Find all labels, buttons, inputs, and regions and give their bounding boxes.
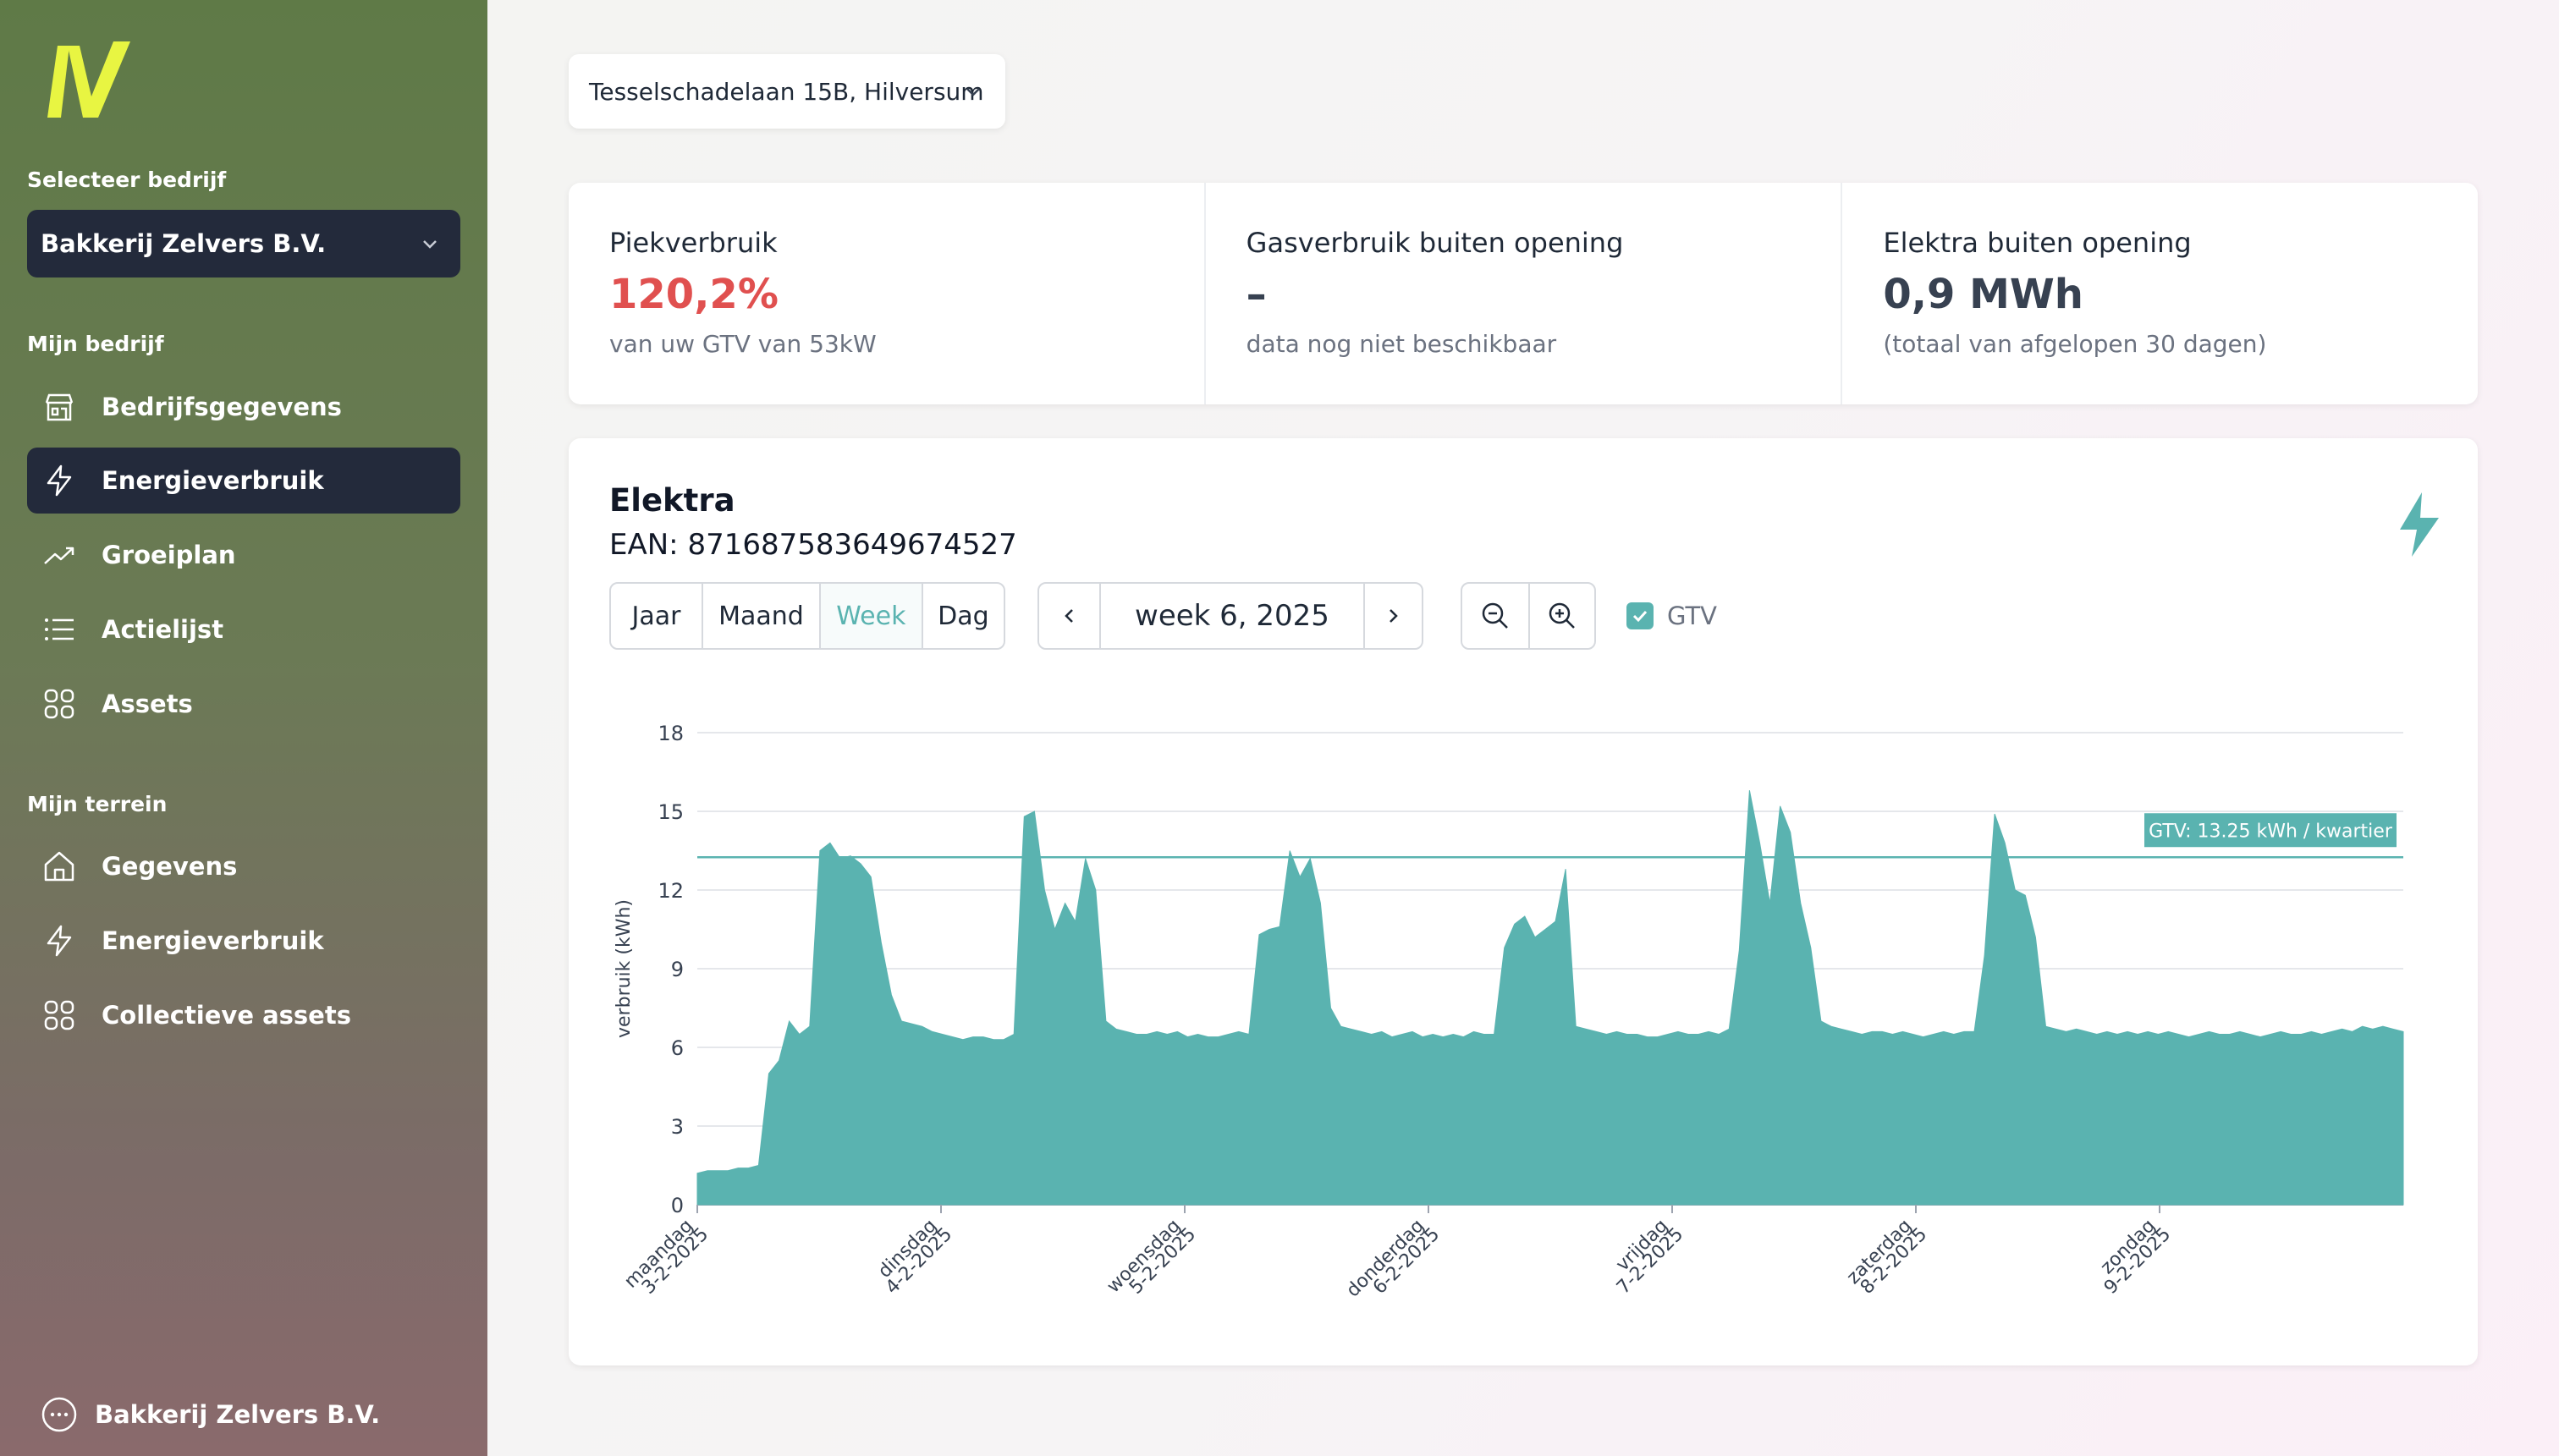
- stat-value: 0,9 MWh: [1883, 271, 2083, 318]
- company-select-value: Bakkerij Zelvers B.V.: [41, 229, 327, 258]
- y-tick-label: 18: [658, 722, 684, 745]
- period-navigator: week 6, 2025: [1037, 582, 1423, 650]
- y-tick-label: 9: [671, 958, 684, 981]
- current-period: week 6, 2025: [1099, 584, 1362, 648]
- check-icon: [1632, 610, 1648, 623]
- sidebar-item-bedrijfsgegevens[interactable]: Bedrijfsgegevens: [27, 374, 460, 440]
- sidebar: Selecteer bedrijf Bakkerij Zelvers B.V. …: [0, 0, 487, 1456]
- sidebar-item-groeiplan[interactable]: Groeiplan: [27, 522, 460, 588]
- gtv-label: GTV: 13.25 kWh / kwartier: [2149, 821, 2393, 842]
- sidebar-item-terrein-energieverbruik[interactable]: Energieverbruik: [27, 908, 460, 974]
- y-tick-label: 3: [671, 1115, 684, 1139]
- building-icon: [45, 393, 74, 421]
- sidebar-item-collectieve-assets[interactable]: Collectieve assets: [27, 982, 460, 1048]
- gtv-checkbox-label: GTV: [1667, 602, 1717, 630]
- zoom-out-button[interactable]: [1462, 584, 1528, 648]
- more-icon: [41, 1397, 77, 1432]
- stat-subtitle: data nog niet beschikbaar: [1246, 330, 1557, 358]
- address-select[interactable]: Tesselschadelaan 15B, Hilversum: [569, 54, 1005, 129]
- chevron-right-icon: [1390, 609, 1399, 623]
- stat-subtitle: van uw GTV van 53kW: [609, 330, 877, 358]
- sidebar-item-label: Bedrijfsgegevens: [102, 393, 342, 421]
- bolt-icon: [2400, 492, 2439, 557]
- sidebar-item-label: Groeiplan: [102, 541, 236, 569]
- stat-title: Gasverbruik buiten opening: [1246, 227, 1624, 259]
- consumption-chart: 0 3 6 9 12 15 18 verbruik (kWh) GTV: 13.25 kWh /…: [614, 722, 2404, 1301]
- gtv-toggle[interactable]: GTV: [1626, 599, 1717, 633]
- next-period-button[interactable]: [1362, 584, 1422, 648]
- y-tick-label: 6: [671, 1036, 684, 1060]
- stat-subtitle: (totaal van afgelopen 30 dagen): [1883, 330, 2267, 358]
- consumption-area: [696, 790, 2404, 1206]
- period-tabs: Jaar Maand Week Dag: [609, 582, 1005, 650]
- zoom-in-icon: [1549, 602, 1575, 629]
- zoom-in-button[interactable]: [1528, 584, 1594, 648]
- brand-logo[interactable]: [39, 37, 132, 122]
- y-tick-label: 12: [658, 879, 684, 903]
- sidebar-item-energieverbruik[interactable]: Energieverbruik: [27, 448, 460, 514]
- account-menu[interactable]: Bakkerij Zelvers B.V.: [41, 1396, 380, 1433]
- stat-title: Elektra buiten opening: [1883, 227, 2192, 259]
- chevron-down-icon: [966, 88, 980, 96]
- sidebar-item-gegevens[interactable]: Gegevens: [27, 833, 460, 899]
- gtv-checkbox[interactable]: [1626, 602, 1654, 629]
- sidebar-item-assets[interactable]: Assets: [27, 671, 460, 737]
- address-select-value: Tesselschadelaan 15B, Hilversum: [589, 77, 984, 106]
- sidebar-item-label: Actielijst: [102, 615, 224, 644]
- company-select[interactable]: Bakkerij Zelvers B.V.: [27, 210, 460, 277]
- select-company-label: Selecteer bedrijf: [27, 168, 227, 192]
- grid-icon: [44, 689, 74, 719]
- zoom-controls: [1461, 582, 1596, 650]
- sidebar-item-label: Collectieve assets: [102, 1001, 351, 1030]
- stat-peak: Piekverbruik 120,2% van uw GTV van 53kW: [569, 183, 1204, 404]
- tab-dag[interactable]: Dag: [921, 584, 1004, 648]
- stat-title: Piekverbruik: [609, 227, 778, 259]
- chevron-down-icon: [423, 240, 437, 249]
- sidebar-item-actielijst[interactable]: Actielijst: [27, 596, 460, 662]
- y-tick-label: 15: [658, 800, 684, 824]
- grid-icon: [44, 1000, 74, 1030]
- trend-up-icon: [44, 547, 74, 564]
- ean-number: EAN: 871687583649674527: [609, 528, 1017, 562]
- y-axis-label: verbruik (kWh): [614, 899, 635, 1038]
- y-tick-label: 0: [671, 1194, 684, 1217]
- zoom-out-icon: [1482, 602, 1508, 629]
- bolt-icon: [47, 464, 72, 497]
- sidebar-item-label: Assets: [102, 690, 193, 718]
- panel-title: Elektra: [609, 482, 735, 519]
- sidebar-item-label: Energieverbruik: [102, 466, 324, 495]
- tab-maand[interactable]: Maand: [702, 584, 819, 648]
- stats-card: Piekverbruik 120,2% van uw GTV van 53kW …: [569, 183, 2478, 404]
- gtv-label-box: [2144, 813, 2397, 848]
- previous-period-button[interactable]: [1039, 584, 1099, 648]
- stat-value: 120,2%: [609, 271, 779, 318]
- sidebar-item-label: Gegevens: [102, 852, 238, 881]
- stat-gas: Gasverbruik buiten opening – data nog ni…: [1203, 183, 1841, 404]
- stat-electricity: Elektra buiten opening 0,9 MWh (totaal v…: [1841, 183, 2478, 404]
- home-icon: [44, 851, 74, 882]
- chevron-left-icon: [1064, 609, 1073, 623]
- my-terrain-label: Mijn terrein: [27, 792, 168, 816]
- my-company-label: Mijn bedrijf: [27, 332, 164, 356]
- bolt-icon: [47, 925, 72, 957]
- sidebar-item-label: Energieverbruik: [102, 926, 324, 955]
- list-icon: [45, 618, 74, 640]
- tab-jaar[interactable]: Jaar: [631, 601, 681, 631]
- electricity-panel: Elektra EAN: 871687583649674527 Jaar Maa…: [569, 438, 2478, 1365]
- account-name: Bakkerij Zelvers B.V.: [95, 1400, 381, 1429]
- stat-value: –: [1246, 271, 1267, 318]
- tab-week[interactable]: Week: [818, 584, 922, 648]
